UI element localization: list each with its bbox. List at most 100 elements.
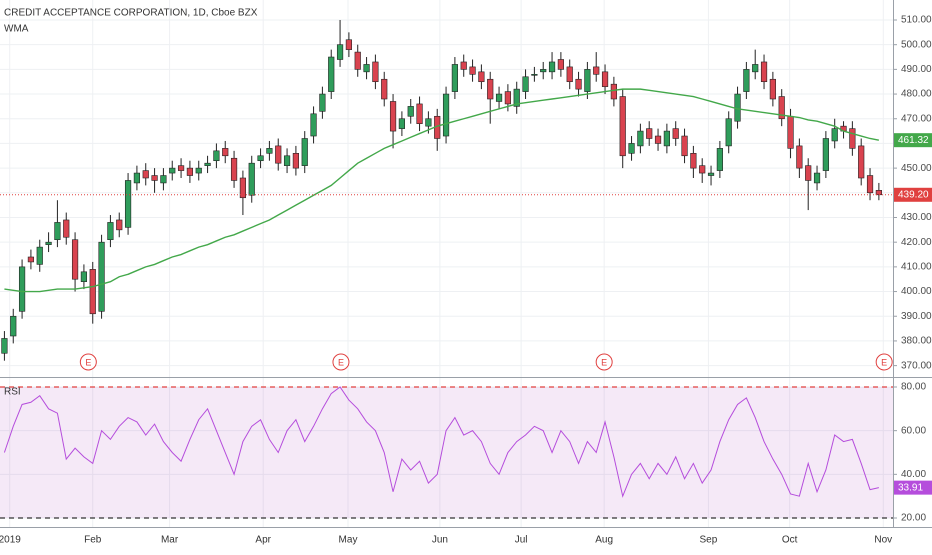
candle-body xyxy=(778,96,785,120)
y-tick-label: 510.00 xyxy=(901,15,932,26)
candle-body xyxy=(151,175,158,181)
y-tick-label: 470.00 xyxy=(901,113,932,124)
candle-body xyxy=(858,145,865,179)
candle-body xyxy=(363,64,370,73)
candle-body xyxy=(796,145,803,169)
candle-body xyxy=(133,172,141,184)
y-tick-label: 420.00 xyxy=(901,237,932,248)
y-tick-label: 80.00 xyxy=(901,382,926,393)
candle-body xyxy=(177,165,185,171)
candle-body xyxy=(478,71,485,83)
rsi-value-label: 33.91 xyxy=(898,482,923,493)
candle-body xyxy=(805,165,812,181)
earnings-label: E xyxy=(881,357,887,367)
candle-body xyxy=(328,56,335,92)
candle-body xyxy=(743,69,750,92)
candle-body xyxy=(866,175,874,194)
candle-body xyxy=(45,241,52,245)
candle-body xyxy=(681,135,688,157)
wma-value-label: 461.32 xyxy=(898,135,929,146)
candle-body xyxy=(116,219,123,231)
y-tick-label: 410.00 xyxy=(901,262,932,273)
candle-body xyxy=(813,172,821,184)
candle-body xyxy=(195,167,202,174)
y-tick-label: 40.00 xyxy=(901,469,926,480)
candle-body xyxy=(646,128,653,139)
candle-body xyxy=(442,93,450,137)
candle-body xyxy=(98,241,105,312)
candle-body xyxy=(619,96,626,157)
candle-body xyxy=(540,69,547,73)
x-tick-label: Oct xyxy=(782,535,798,546)
candle-body xyxy=(142,170,149,179)
earnings-label: E xyxy=(85,357,91,367)
candle-body xyxy=(584,69,591,92)
candle-body xyxy=(248,162,255,196)
candle-body xyxy=(372,61,379,83)
candle-body xyxy=(213,150,220,162)
x-tick-label: Apr xyxy=(255,535,271,546)
candle-body xyxy=(487,78,494,100)
candle-body xyxy=(301,138,308,166)
y-tick-label: 490.00 xyxy=(901,64,932,75)
candle-body xyxy=(663,130,670,147)
x-tick-label: 2019 xyxy=(0,535,21,546)
rsi-line xyxy=(3,386,879,498)
candle-body xyxy=(266,148,273,154)
candle-body xyxy=(637,130,644,147)
earnings-label: E xyxy=(338,357,344,367)
earnings-marker xyxy=(875,353,893,371)
candle-body xyxy=(690,153,697,169)
earnings-marker xyxy=(332,353,350,371)
candle-body xyxy=(407,106,414,117)
candle-body xyxy=(654,135,662,144)
y-tick-label: 380.00 xyxy=(901,336,932,347)
candle-body xyxy=(222,148,229,157)
candle-body xyxy=(10,315,17,337)
candle-body xyxy=(831,128,838,142)
rsi-band-fill xyxy=(0,386,893,519)
candle-body xyxy=(548,61,556,73)
y-tick-label: 390.00 xyxy=(901,311,932,322)
candle-body xyxy=(760,61,768,83)
candle-body xyxy=(239,177,247,199)
candle-body xyxy=(593,66,600,75)
candle-body xyxy=(699,165,706,174)
candle-body xyxy=(354,51,361,70)
last-price-label: 439.20 xyxy=(898,189,929,200)
candle-body xyxy=(522,76,529,92)
candle-body xyxy=(89,269,96,315)
candle-body xyxy=(107,222,114,241)
candle-body xyxy=(319,93,326,112)
candle-body xyxy=(725,118,732,147)
candle-body xyxy=(54,222,61,241)
wma-line xyxy=(4,88,879,293)
candle-body xyxy=(230,157,238,181)
candle-body xyxy=(398,118,405,129)
x-tick-label: Jul xyxy=(515,535,528,546)
candle-body xyxy=(451,64,458,92)
candle-body xyxy=(257,155,264,162)
y-tick-label: 500.00 xyxy=(901,39,932,50)
candle-body xyxy=(124,180,132,228)
candle-body xyxy=(531,74,538,76)
candle-body xyxy=(849,128,856,149)
candle-body xyxy=(707,172,715,176)
candle-body xyxy=(601,71,609,87)
candle-body xyxy=(469,66,476,75)
x-tick-label: Aug xyxy=(595,535,613,546)
candle-body xyxy=(504,91,511,105)
candle-body xyxy=(495,93,503,102)
x-tick-label: Sep xyxy=(699,535,717,546)
rsi-value-label-box xyxy=(894,480,932,495)
candle-body xyxy=(18,266,26,312)
candle-body xyxy=(513,88,520,107)
candle-body xyxy=(275,145,282,164)
candle-body xyxy=(716,148,723,171)
y-tick-label: 430.00 xyxy=(901,212,932,223)
indicator-label: WMA xyxy=(4,24,29,35)
y-tick-label: 20.00 xyxy=(901,513,926,524)
chart-title: CREDIT ACCEPTANCE CORPORATION, 1D, Cboe … xyxy=(4,8,258,19)
x-tick-label: Feb xyxy=(84,535,102,546)
